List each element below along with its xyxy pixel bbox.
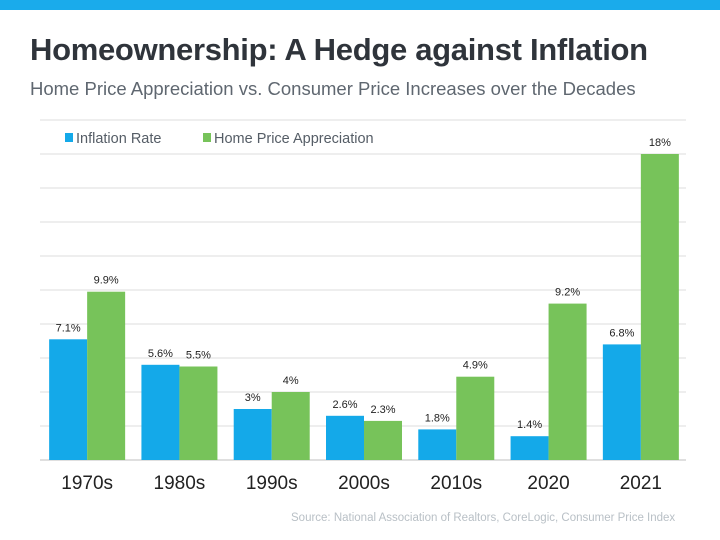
page-title: Homeownership: A Hedge against Inflation <box>30 32 648 67</box>
x-tick-label: 1970s <box>61 473 113 494</box>
legend-label: Inflation Rate <box>76 131 161 147</box>
x-tick-label: 2010s <box>430 473 482 494</box>
bar-inflation <box>510 436 549 460</box>
data-label: 1.4% <box>517 419 542 431</box>
source-note: Source: National Association of Realtors… <box>291 512 676 524</box>
data-label: 2.3% <box>370 404 395 416</box>
x-tick-label: 1980s <box>154 473 206 494</box>
data-label: 6.8% <box>609 327 634 339</box>
bar-inflation <box>141 364 180 460</box>
data-label: 5.5% <box>186 350 211 362</box>
bar-home-price <box>87 291 126 460</box>
data-label: 9.9% <box>94 275 119 287</box>
data-label: 5.6% <box>148 348 173 360</box>
data-label: 4.9% <box>463 360 488 372</box>
bar-inflation <box>49 339 88 460</box>
top-accent-bar <box>0 0 720 10</box>
legend-swatch <box>65 133 73 142</box>
page-subtitle: Home Price Appreciation vs. Consumer Pri… <box>30 78 636 99</box>
data-label: 9.2% <box>555 287 580 299</box>
bar-inflation <box>326 415 364 460</box>
x-tick-label: 2020 <box>527 473 569 494</box>
bar-home-price <box>456 376 495 460</box>
x-tick-label: 2000s <box>338 473 390 494</box>
bar-home-price <box>179 366 218 460</box>
data-label: 18% <box>649 137 671 149</box>
x-tick-label: 2021 <box>620 473 662 494</box>
bar-inflation <box>233 409 272 460</box>
bar-inflation <box>418 429 457 460</box>
data-label: 1.8% <box>425 412 450 424</box>
bar-home-price <box>548 303 587 460</box>
bar-home-price <box>271 392 310 460</box>
data-label: 2.6% <box>332 399 357 411</box>
legend-swatch <box>203 133 211 142</box>
data-label: 3% <box>245 392 261 404</box>
bar-home-price <box>640 154 679 460</box>
data-label: 7.1% <box>56 322 81 334</box>
data-label: 4% <box>283 375 299 387</box>
x-tick-label: 1990s <box>246 473 298 494</box>
bar-inflation <box>602 344 641 460</box>
legend-label: Home Price Appreciation <box>214 131 374 147</box>
bar-home-price <box>364 420 402 460</box>
